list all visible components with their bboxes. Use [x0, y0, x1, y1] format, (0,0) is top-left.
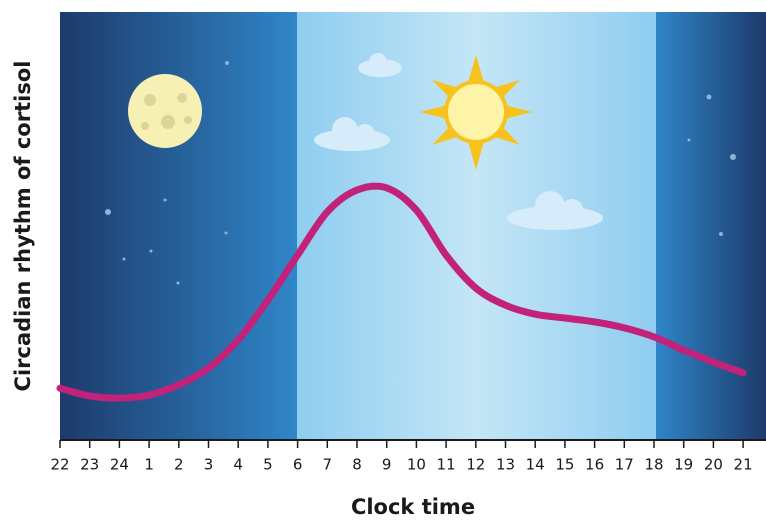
x-tick-label: 23: [80, 456, 99, 474]
moon: [128, 74, 202, 148]
x-tick-label: 17: [615, 456, 634, 474]
x-tick-label: 1: [144, 456, 154, 474]
x-tick-label: 19: [674, 456, 693, 474]
x-tick-label: 20: [704, 456, 723, 474]
x-tick-label: 14: [526, 456, 545, 474]
x-tick-label: 6: [293, 456, 303, 474]
x-tick-label: 3: [204, 456, 214, 474]
x-axis-title: Clock time: [351, 495, 475, 519]
x-tick-label: 10: [407, 456, 426, 474]
x-tick-label: 12: [466, 456, 485, 474]
x-tick-label: 16: [585, 456, 604, 474]
x-tick-label: 22: [50, 456, 69, 474]
x-tick-label: 15: [555, 456, 574, 474]
x-tick-label: 2: [174, 456, 184, 474]
chart: Clock time Circadian rhythm of cortisol …: [0, 0, 766, 523]
x-tick-label: 5: [263, 456, 273, 474]
x-tick-label: 9: [382, 456, 392, 474]
x-tick-label: 4: [233, 456, 243, 474]
x-tick-label: 11: [437, 456, 456, 474]
x-tick-label: 7: [323, 456, 333, 474]
y-axis-title: Circadian rhythm of cortisol: [11, 61, 35, 392]
x-tick-label: 8: [352, 456, 362, 474]
x-tick-label: 21: [734, 456, 753, 474]
x-tick-label: 24: [110, 456, 129, 474]
x-tick-label: 18: [644, 456, 663, 474]
x-tick-label: 13: [496, 456, 515, 474]
